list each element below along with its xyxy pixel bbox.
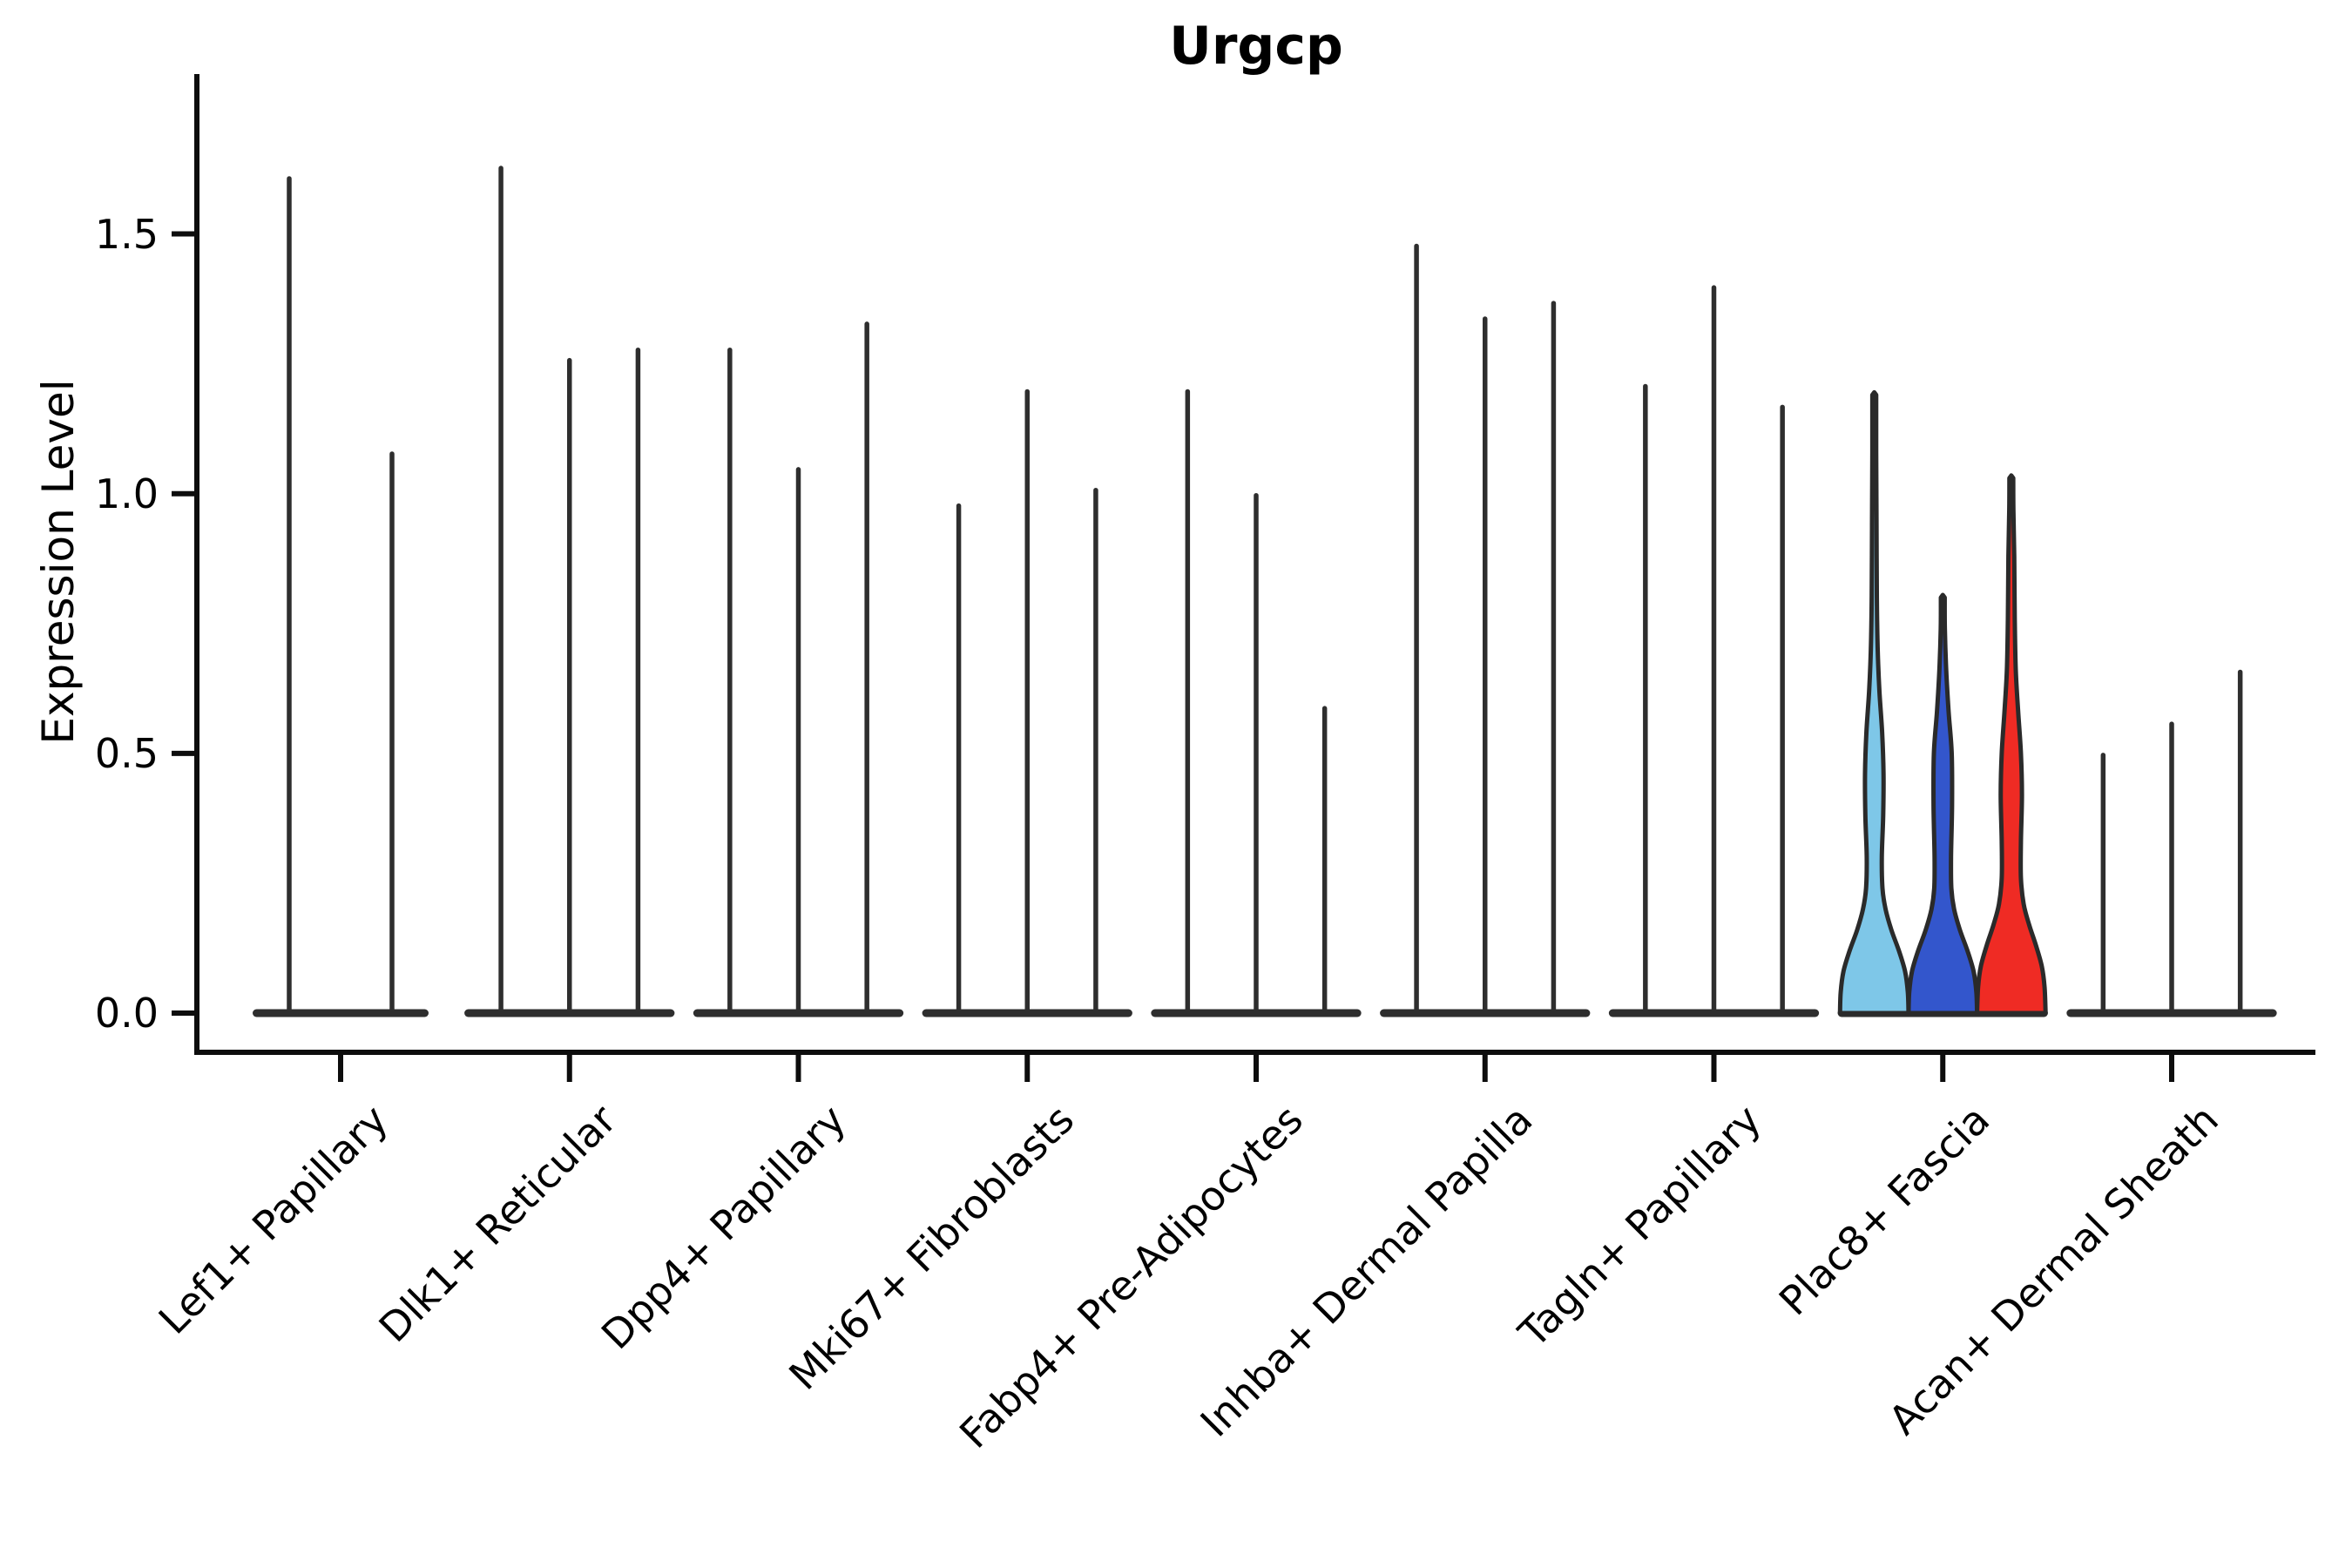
violin-baseline (253, 1009, 429, 1017)
violin-filled (1906, 592, 1980, 1016)
y-tick-label: 1.0 (94, 470, 159, 517)
y-tick-label: 0.5 (94, 729, 159, 777)
violin-filled (1975, 473, 2048, 1016)
y-axis-label: Expression Level (33, 379, 84, 745)
chart-title: Urgcp (1169, 16, 1343, 77)
y-tick-label: 0.0 (94, 990, 159, 1037)
y-tick-label: 1.5 (94, 210, 159, 258)
violin-filled (1837, 389, 1911, 1016)
